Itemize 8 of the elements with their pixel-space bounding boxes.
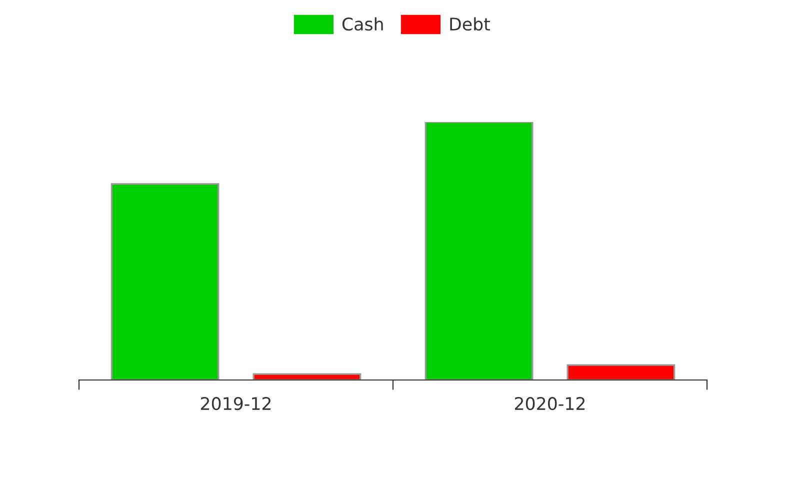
x-tick-label: 2019-12 (201, 396, 271, 410)
x-tick-label: 2020-12 (515, 396, 585, 410)
bar (110, 183, 220, 380)
bar (424, 122, 534, 380)
bar (566, 364, 676, 380)
legend-label: Debt (450, 17, 490, 31)
bar (252, 373, 362, 380)
legend-label: Cash (342, 17, 383, 31)
